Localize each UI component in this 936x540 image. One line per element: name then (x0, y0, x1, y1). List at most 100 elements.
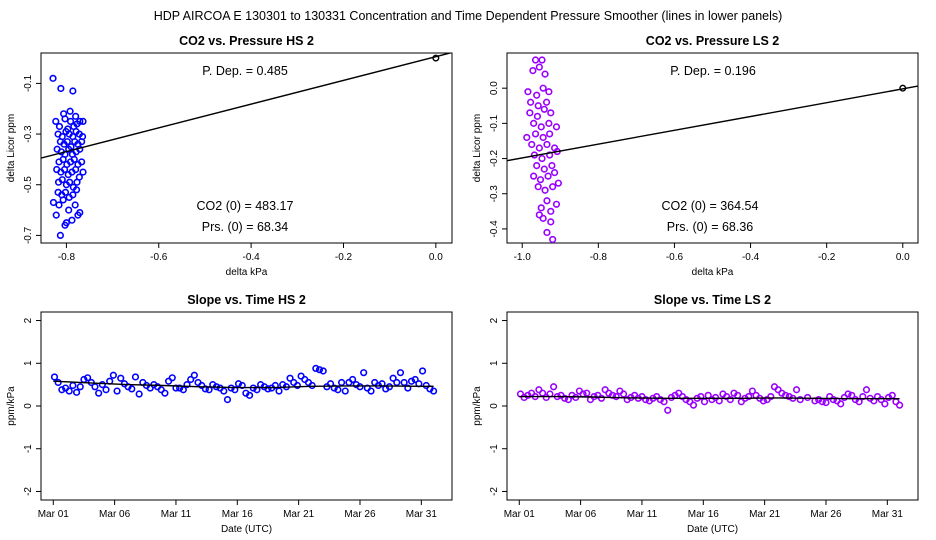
data-point (881, 400, 889, 408)
data-point (554, 179, 562, 187)
data-point (547, 109, 555, 117)
data-point (98, 381, 106, 389)
annotation-pdep: P. Dep. = 0.485 (202, 64, 288, 78)
fit-line (519, 395, 900, 400)
data-point (179, 386, 187, 394)
chart-title: CO2 vs. Pressure LS 2 (646, 34, 779, 48)
data-point (128, 385, 136, 393)
data-point (389, 374, 397, 382)
data-point (837, 400, 845, 408)
data-point (549, 183, 557, 191)
data-point (547, 218, 555, 226)
data-point (56, 231, 64, 239)
data-point (429, 387, 438, 395)
y-tick-label: 1 (23, 360, 34, 366)
data-point (176, 384, 184, 392)
origin-marker (432, 54, 440, 62)
y-tick-label: -2 (489, 487, 500, 496)
plot-frame (40, 52, 453, 244)
data-point (550, 169, 559, 177)
data-point (538, 56, 546, 64)
data-point (168, 374, 176, 382)
data-point (541, 70, 549, 78)
data-point (50, 373, 59, 381)
data-point (537, 204, 545, 212)
y-tick-label: -0.5 (23, 176, 34, 194)
data-point (76, 383, 84, 391)
data-point (792, 386, 801, 394)
annotation-pdep: P. Dep. = 0.196 (670, 64, 756, 78)
data-point (78, 138, 86, 146)
data-point (66, 117, 75, 125)
data-point (407, 377, 416, 385)
data-point (726, 395, 734, 404)
data-point (319, 367, 327, 375)
plot-frame (506, 52, 919, 244)
data-points (523, 56, 562, 244)
data-point (70, 155, 78, 163)
data-point (612, 393, 620, 401)
data-point (68, 216, 76, 224)
data-point (73, 178, 81, 186)
data-point (113, 387, 121, 395)
data-point (330, 384, 338, 392)
chart-title: CO2 vs. Pressure HS 2 (179, 34, 314, 48)
data-point (60, 110, 68, 118)
data-point (69, 191, 77, 199)
x-axis-label: Date (UTC) (687, 524, 738, 535)
annotation-prs: Prs. (0) = 68.34 (202, 220, 289, 234)
data-point (360, 369, 368, 377)
data-point (315, 366, 324, 374)
data-point (537, 123, 545, 131)
data-point (234, 380, 243, 388)
data-point (312, 364, 320, 373)
data-point (245, 391, 254, 399)
data-point (844, 390, 852, 398)
origin-marker (899, 84, 907, 92)
data-point (533, 112, 542, 120)
data-point (829, 395, 837, 404)
data-point (52, 117, 60, 125)
y-tick-label: 2 (23, 317, 34, 323)
data-point (393, 378, 401, 387)
data-point (642, 395, 650, 404)
data-point (55, 201, 63, 209)
data-point (187, 375, 195, 384)
data-point (745, 393, 753, 401)
data-point (664, 406, 672, 414)
chart-title: Slope vs. Time LS 2 (654, 293, 771, 307)
data-point (61, 188, 70, 196)
x-tick-label: Mar 16 (222, 509, 254, 520)
x-tick-label: 0.0 (896, 252, 910, 263)
data-point (58, 386, 66, 394)
data-point (543, 228, 551, 237)
data-point (400, 378, 408, 387)
data-point (597, 394, 606, 402)
data-point (700, 398, 709, 406)
data-point (334, 386, 342, 394)
plot-frame (40, 311, 453, 501)
chart-title: Slope vs. Time HS 2 (187, 293, 306, 307)
data-point (539, 214, 547, 222)
data-point (543, 197, 551, 205)
data-point (356, 383, 364, 391)
y-tick-label: -0.3 (23, 125, 34, 143)
data-point (91, 383, 99, 391)
x-tick-label: Mar 06 (565, 509, 597, 520)
x-axis-label: Date (UTC) (221, 524, 272, 535)
data-point (190, 371, 198, 379)
data-point (286, 374, 294, 382)
x-tick-label: 0.0 (429, 252, 443, 263)
x-tick-label: -0.4 (742, 252, 760, 263)
data-point (385, 383, 394, 391)
x-tick-label: -0.8 (590, 252, 608, 263)
data-point (411, 375, 419, 384)
y-axis-label: delta Licor ppm (6, 114, 17, 182)
data-point (523, 133, 531, 142)
y-tick-label: 1 (489, 360, 500, 366)
x-tick-label: Mar 11 (627, 509, 658, 520)
data-point (536, 176, 545, 184)
data-point (543, 140, 551, 149)
x-tick-label: -0.8 (58, 252, 76, 263)
data-point (367, 387, 375, 395)
